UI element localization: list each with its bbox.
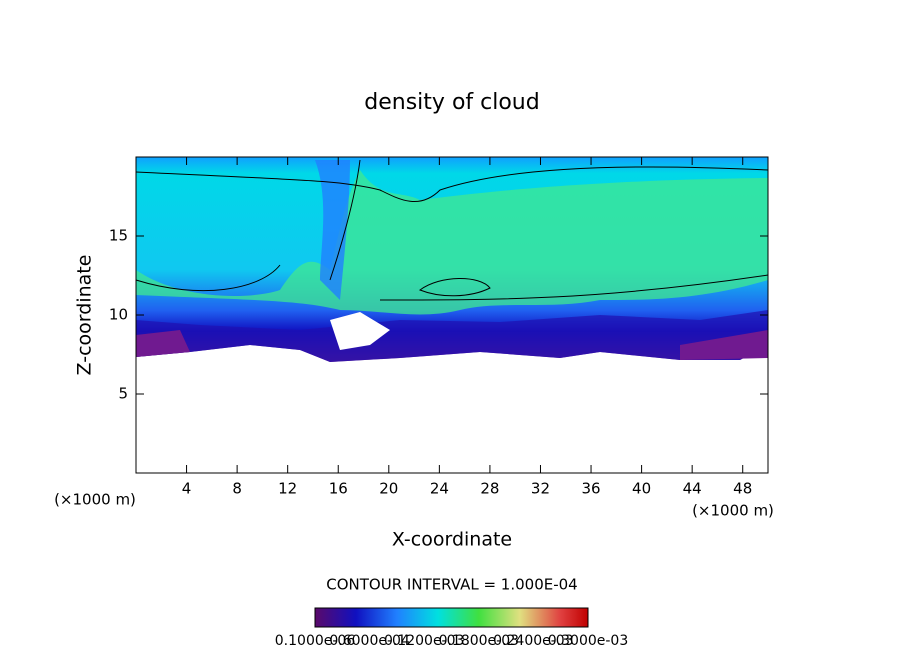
x-tick-label: 48 bbox=[733, 480, 752, 498]
colorbar-label: 0.1000e-06 bbox=[275, 633, 356, 649]
x-tick-label: 4 bbox=[182, 480, 192, 498]
x-unit-label: (×1000 m) bbox=[54, 491, 136, 509]
colorbar bbox=[314, 607, 589, 628]
x-tick-label: 20 bbox=[379, 480, 398, 498]
y-tick-label: 15 bbox=[109, 227, 128, 245]
x-tick-label: 16 bbox=[329, 480, 348, 498]
cloud-field bbox=[135, 157, 769, 362]
x-axis-label: X-coordinate bbox=[392, 529, 512, 551]
contour-interval: CONTOUR INTERVAL = 1.000E-04 bbox=[326, 576, 577, 594]
x-tick-label: 28 bbox=[480, 480, 499, 498]
colorbar-label: 0.1800e-03 bbox=[439, 633, 519, 649]
chart-title: density of cloud bbox=[364, 90, 539, 115]
x-tick-label: 8 bbox=[232, 480, 242, 498]
x-tick-label: 40 bbox=[632, 480, 651, 498]
colorbar-label: 0.3000e-03 bbox=[548, 633, 628, 649]
x-tick-label: 44 bbox=[683, 480, 702, 498]
colorbar-label: 0.2400e-03 bbox=[493, 633, 573, 649]
x-unit-label: (×1000 m) bbox=[692, 502, 774, 520]
x-tick-label: 24 bbox=[430, 480, 449, 498]
y-tick-label: 10 bbox=[109, 306, 128, 324]
colorbar-label: 0.6000e-04 bbox=[329, 633, 410, 649]
x-tick-label: 36 bbox=[581, 480, 600, 498]
x-tick-label: 12 bbox=[278, 480, 297, 498]
y-tick-label: 5 bbox=[118, 385, 128, 403]
colorbar-label: 0.1200e-03 bbox=[384, 633, 464, 649]
x-tick-label: 32 bbox=[531, 480, 550, 498]
y-axis-label: Z-coordinate bbox=[74, 255, 96, 376]
